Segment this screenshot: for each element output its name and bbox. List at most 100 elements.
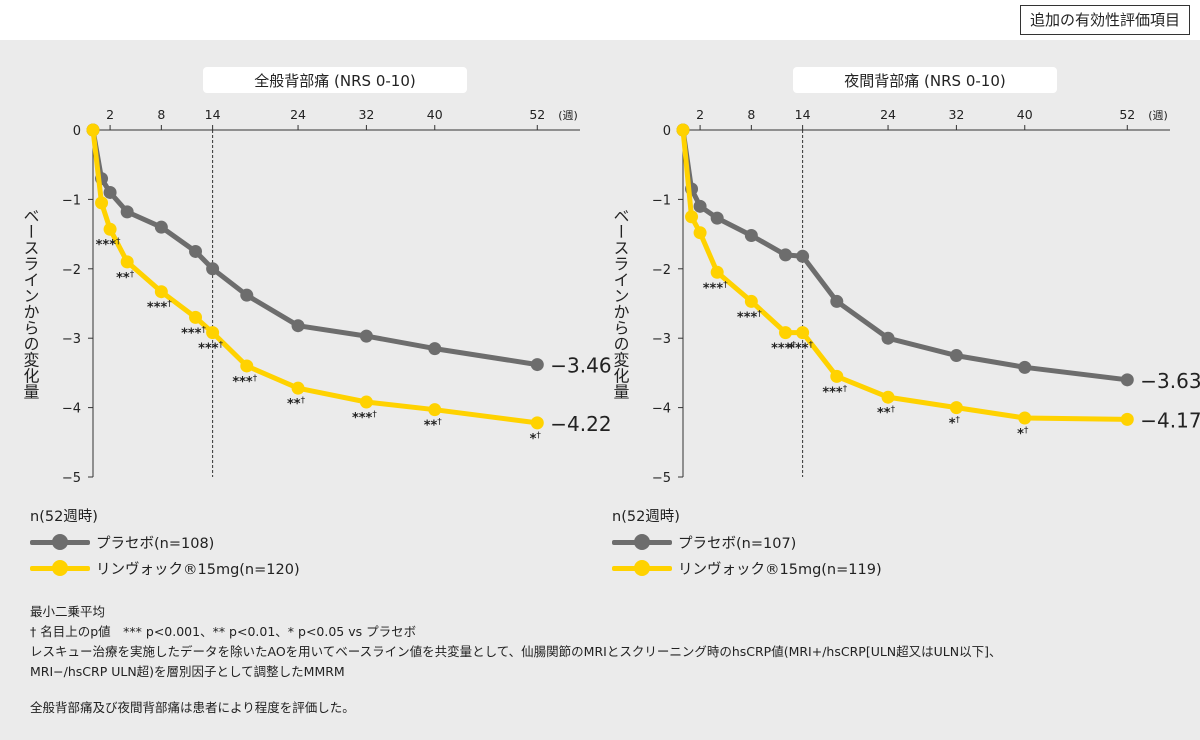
x-tick-label: 8 [157, 107, 165, 122]
chart-title: 全般背部痛 (NRS 0-10) [203, 67, 467, 93]
x-tick-label: 24 [290, 107, 306, 122]
significance-label: ***† [198, 341, 223, 357]
chart-title-text: 夜間背部痛 (NRS 0-10) [844, 72, 1005, 90]
rinvoq-data-point [1120, 412, 1134, 426]
significance-label: ***† [147, 300, 172, 316]
rinvoq-data-point [710, 265, 724, 279]
chart-title-text: 全般背部痛 (NRS 0-10) [254, 72, 415, 90]
y-tick-label: −1 [62, 193, 81, 208]
rinvoq-data-point [95, 196, 109, 210]
placebo-data-point [240, 288, 254, 302]
legend-placebo: プラセボ(n=107) [612, 529, 882, 555]
placebo-data-point [103, 185, 117, 199]
significance-label: ***† [737, 309, 762, 325]
rinvoq-data-point [530, 416, 544, 430]
placebo-data-point [530, 358, 544, 372]
y-tick-label: −3 [62, 332, 81, 347]
dagger-mark: † [723, 280, 728, 290]
placebo-data-point [796, 249, 810, 263]
dagger-mark: † [843, 384, 848, 394]
rinvoq-line-swatch [612, 560, 672, 576]
rinvoq-data-point [693, 226, 707, 240]
y-tick-label: −3 [652, 332, 671, 347]
dagger-mark: † [301, 396, 306, 406]
rinvoq-data-point [428, 403, 442, 417]
rinvoq-data-point [881, 390, 895, 404]
placebo-data-point [881, 331, 895, 345]
chart-nocturnal-back-pain: 夜間背部痛 (NRS 0-10) 0 −1 −2 −3 −4 −5 2 8 14 24 32 40 52 (… [611, 67, 1200, 486]
dagger-mark: † [437, 418, 442, 428]
rinvoq-data-point [830, 369, 844, 383]
x-tick-label: 2 [696, 107, 704, 122]
chart-title: 夜間背部痛 (NRS 0-10) [793, 67, 1057, 93]
x-tick-label: 14 [205, 107, 221, 122]
rinvoq-series-line [680, 127, 1130, 422]
rinvoq-data-point [359, 395, 373, 409]
rinvoq-end-value: −4.17 [1140, 408, 1200, 432]
significance-label: ***† [703, 280, 728, 296]
legend-n-title: n(52週時) [612, 509, 680, 525]
legend-nocturnal: n(52週時) プラセボ(n=107) リンヴォック®15mg(n=119) [612, 505, 882, 581]
significance-label: **† [424, 418, 443, 434]
significance-label: *† [1017, 426, 1029, 442]
placebo-data-point [359, 329, 373, 343]
x-unit-label: (週) [558, 109, 578, 122]
y-tick-label: −2 [652, 263, 671, 278]
placebo-data-point [693, 199, 707, 213]
legend-placebo-label: プラセボ(n=107) [678, 535, 797, 552]
rinvoq-line-swatch [30, 560, 90, 576]
dagger-mark: † [372, 410, 377, 420]
endpoint-badge: 追加の有効性評価項目 [1019, 5, 1190, 35]
legend-general: n(52週時) プラセボ(n=108) リンヴォック®15mg(n=120) [30, 505, 300, 581]
footnote-assessment: 全般背部痛及び夜間背部痛は患者により程度を評価した。 [30, 700, 355, 715]
y-tick-label: −4 [62, 402, 81, 417]
significance-label: ***† [771, 341, 796, 357]
x-tick-label: 8 [747, 107, 755, 122]
significance-label: ***† [181, 325, 206, 341]
significance-label: ***† [822, 384, 847, 400]
dagger-mark: † [757, 309, 762, 319]
dagger-mark: † [956, 416, 961, 426]
significance-label: ***† [352, 410, 377, 426]
placebo-data-point [154, 220, 168, 234]
placebo-line-swatch [30, 534, 90, 550]
rinvoq-data-point [796, 326, 810, 340]
dagger-mark: † [1024, 426, 1029, 436]
y-axis-label: ベースラインからの変化量 [611, 208, 630, 400]
placebo-end-value: −3.46 [550, 354, 611, 378]
placebo-data-point [830, 294, 844, 308]
x-tick-label: 32 [948, 107, 964, 122]
x-tick-label: 52 [529, 107, 545, 122]
chart-general-back-pain: 全般背部痛 (NRS 0-10) 0 −1 −2 −3 −4 −5 2 8 14 24 32 40 52 (… [21, 67, 612, 486]
x-tick-label: 40 [1017, 107, 1033, 122]
legend-placebo: プラセボ(n=108) [30, 529, 300, 555]
rinvoq-data-point [86, 123, 100, 137]
x-tick-label: 52 [1119, 107, 1135, 122]
rinvoq-data-point [949, 401, 963, 415]
rinvoq-data-point [779, 326, 793, 340]
placebo-data-point [710, 211, 724, 225]
placebo-data-point [291, 319, 305, 333]
dagger-mark: † [201, 325, 206, 335]
dagger-mark: † [130, 270, 135, 280]
legend-rinvoq-label: リンヴォック®15mg(n=119) [678, 561, 882, 578]
significance-label: **† [116, 270, 135, 286]
y-tick-label: −2 [62, 263, 81, 278]
rinvoq-data-point [676, 123, 690, 137]
legend-rinvoq-label: リンヴォック®15mg(n=120) [96, 561, 300, 578]
placebo-data-point [1018, 360, 1032, 374]
rinvoq-data-point [103, 222, 117, 236]
legend-rinvoq: リンヴォック®15mg(n=120) [30, 555, 300, 581]
footnote-method-1: レスキュー治療を実施したデータを除いたAOを用いてベースライン値を共変量として、… [30, 644, 1002, 659]
placebo-data-point [779, 248, 793, 262]
rinvoq-data-point [685, 210, 699, 224]
x-unit-label: (週) [1148, 109, 1168, 122]
legend-rinvoq: リンヴォック®15mg(n=119) [612, 555, 882, 581]
dagger-mark: † [536, 431, 541, 441]
dagger-mark: † [167, 300, 172, 310]
dagger-mark: † [253, 374, 258, 384]
placebo-data-point [949, 349, 963, 363]
rinvoq-data-point [120, 255, 134, 269]
footnote-lsmean: 最小二乗平均 [30, 604, 106, 619]
y-tick-label: −1 [652, 193, 671, 208]
